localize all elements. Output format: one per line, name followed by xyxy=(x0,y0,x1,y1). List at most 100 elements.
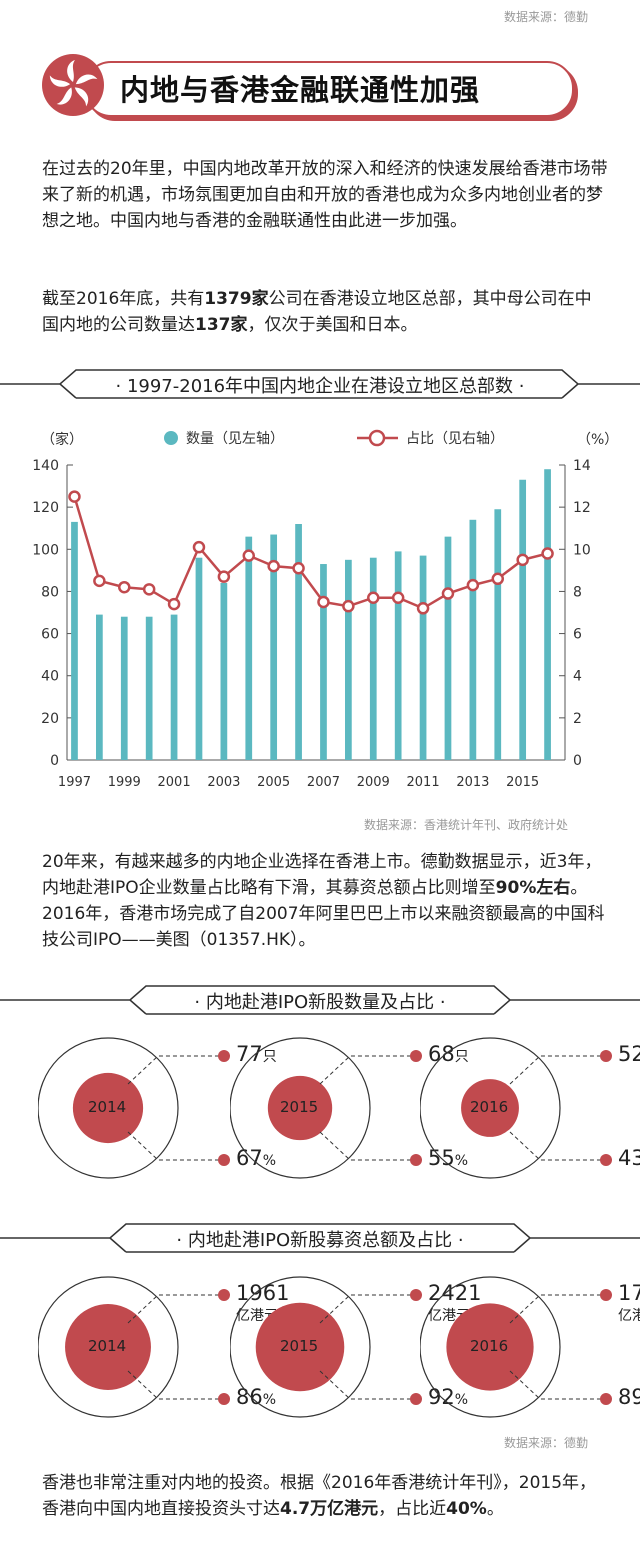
ipo-paragraph: 20年来，有越来越多的内地企业选择在香港上市。德勤数据显示，近3年，内地赴港IP… xyxy=(42,849,608,953)
share-point-1999 xyxy=(118,580,131,594)
x-tick-label: 2015 xyxy=(506,775,539,790)
share-point-1997 xyxy=(68,490,81,503)
bar-1998 xyxy=(96,614,103,760)
bar-2012 xyxy=(444,536,452,760)
bar-2015 xyxy=(519,479,527,760)
legend-bar-label: 数量（见左轴） xyxy=(186,431,284,447)
text-segment: 。2016年，香港市场完成了自2007年阿里巴巴上市以来融资额最高的中国科技公司… xyxy=(42,878,605,950)
hq-chart: 0 20 40 60 80 100 120 140 0 2 4 6 8 10 12 14 （家） （%） 数量（见左… xyxy=(32,429,618,790)
bauhinia-flower-icon xyxy=(42,54,104,116)
ipo-item-2016: 2016 1741 亿港元 89% xyxy=(420,1274,640,1424)
legend-bar-marker xyxy=(164,431,178,445)
y-tick-label-right: 6 xyxy=(573,627,582,643)
share-point-2016 xyxy=(541,547,554,560)
y-tick-label-left: 100 xyxy=(32,542,59,558)
ipo-ring xyxy=(38,1037,230,1179)
share-point-2011 xyxy=(416,602,430,615)
bar-2014 xyxy=(494,509,502,760)
y-tick-label-right: 8 xyxy=(573,584,582,600)
ipo-year-label: 2015 xyxy=(280,1337,319,1355)
ipo-ring xyxy=(38,1276,230,1418)
section-title-ipo-count: · 内地赴港IPO新股数量及占比 · xyxy=(194,992,446,1013)
share-point-2003 xyxy=(217,570,231,583)
section-header-ipo-amount: · 内地赴港IPO新股募资总额及占比 · xyxy=(0,1218,640,1258)
text-segment: 香港也非常注重对内地的投资。根据《2016年香港统计年刊》，2015年，香港向中… xyxy=(42,1473,597,1519)
y-tick-label-left: 80 xyxy=(41,584,59,600)
legend-line-label: 占比（见右轴） xyxy=(406,431,504,447)
share-point-2004 xyxy=(242,549,256,562)
share-point-2013 xyxy=(466,578,480,592)
investment-paragraph: 香港也非常注重对内地的投资。根据《2016年香港统计年刊》，2015年，香港向中… xyxy=(42,1470,608,1522)
intro-paragraph-1: 在过去的20年里，中国内地改革开放的深入和经济的快速发展给香港市场带来了新的机遇… xyxy=(42,159,608,231)
bar-2006 xyxy=(295,524,302,760)
ipo-share-value: 86% xyxy=(236,1385,277,1409)
ipo-count-value: 68只 xyxy=(428,1042,469,1066)
ipo-item-2016: 2016 52只 43% xyxy=(420,1035,640,1185)
ipo-item-2015: 2015 2421 亿港元 92% xyxy=(230,1274,481,1424)
x-tick-label: 2009 xyxy=(357,775,390,790)
share-point-1998 xyxy=(93,574,106,588)
x-tick-label: 2011 xyxy=(407,775,440,790)
section-header-frame xyxy=(0,369,640,399)
share-point-2007 xyxy=(317,595,330,609)
share-point-2009 xyxy=(367,591,380,604)
ipo-count-value: 52只 xyxy=(618,1042,640,1066)
x-tick-label: 2013 xyxy=(456,775,489,790)
bar-2005 xyxy=(270,534,278,760)
text-segment: 20年来，有越来越多的内地企业选择在香港上市。德勤数据显示，近3年，内地赴港IP… xyxy=(42,852,602,898)
share-point-2012 xyxy=(441,587,455,600)
share-point-2000 xyxy=(142,583,156,596)
bar-2004 xyxy=(245,536,253,760)
share-point-2008 xyxy=(342,599,355,613)
ipo-share-value: 67% xyxy=(236,1146,277,1170)
y-axis-label-right: （%） xyxy=(577,432,618,448)
bar-2011 xyxy=(419,555,427,760)
bar-2009 xyxy=(369,557,377,760)
x-tick-label: 1997 xyxy=(58,775,91,790)
section-header-ipo-count: · 内地赴港IPO新股数量及占比 · xyxy=(0,980,640,1020)
x-tick-label: 2005 xyxy=(257,775,290,790)
bar-2001 xyxy=(170,614,178,760)
ipo-year-label: 2016 xyxy=(470,1337,509,1355)
bar-2000 xyxy=(145,616,153,760)
ipo-amount-value: 1741 xyxy=(618,1281,640,1305)
highlight-investment-amount: 4.7万亿港元 xyxy=(280,1499,379,1519)
ipo-year-label: 2014 xyxy=(88,1098,127,1116)
share-point-2014 xyxy=(491,572,505,586)
share-point-2001 xyxy=(167,597,181,611)
ipo-year-label: 2016 xyxy=(470,1098,509,1116)
ipo-year-label: 2014 xyxy=(88,1337,127,1355)
y-tick-label-right: 4 xyxy=(573,669,582,685)
source-note-chart: 数据来源：香港统计年刊、政府统计处 xyxy=(364,818,569,832)
title-bar xyxy=(84,61,574,117)
ipo-ring xyxy=(420,1276,612,1418)
y-tick-label-left: 20 xyxy=(41,711,59,727)
x-tick-label: 2001 xyxy=(158,775,191,790)
ipo-ring xyxy=(230,1276,422,1418)
share-point-2010 xyxy=(391,591,405,604)
x-tick-label: 1999 xyxy=(108,775,141,790)
highlight-total-companies: 1379家 xyxy=(204,289,269,309)
section-title-ipo-amount: · 内地赴港IPO新股募资总额及占比 · xyxy=(176,1230,464,1251)
share-point-2006 xyxy=(292,562,305,575)
y-axis-label-left: （家） xyxy=(41,431,83,448)
page-title: 内地与香港金融联通性加强 xyxy=(120,73,481,107)
ipo-year-label: 2015 xyxy=(280,1098,319,1116)
y-tick-label-right: 2 xyxy=(573,711,582,727)
highlight-investment-share: 40% xyxy=(446,1499,487,1519)
section-header-frame xyxy=(0,1223,640,1253)
y-tick-label-left: 40 xyxy=(41,669,59,685)
ipo-ring xyxy=(230,1037,422,1179)
ipo-item-2015: 2015 68只 55% xyxy=(230,1035,469,1185)
bar-2002 xyxy=(195,557,203,760)
y-tick-label-right: 12 xyxy=(573,500,591,516)
text-segment: 公司在香港设立地区总部，其中母公司在中国内地的公司数量达 xyxy=(42,289,592,335)
y-tick-label-left: 60 xyxy=(41,627,59,643)
y-tick-label-left: 0 xyxy=(50,753,59,769)
bar-2008 xyxy=(345,559,352,760)
y-tick-label-left: 140 xyxy=(32,458,59,474)
ipo-share-value: 89% xyxy=(618,1385,640,1409)
bar-2013 xyxy=(469,519,477,760)
ipo-amount-value: 1961 xyxy=(236,1281,290,1305)
ipo-ring xyxy=(420,1037,612,1179)
